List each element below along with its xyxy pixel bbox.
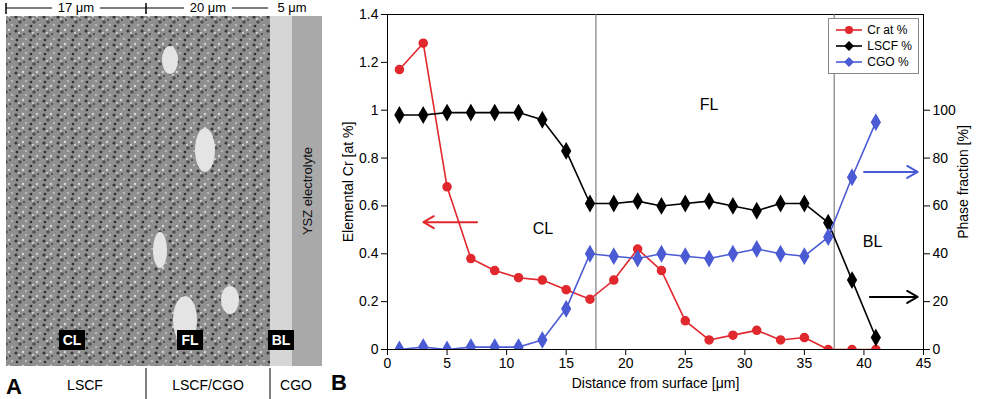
svg-text:FL: FL xyxy=(700,96,719,113)
svg-text:1.2: 1.2 xyxy=(359,54,379,70)
svg-text:80: 80 xyxy=(933,150,949,166)
svg-text:45: 45 xyxy=(916,355,932,371)
svg-text:0.8: 0.8 xyxy=(359,150,379,166)
html-text:CGO %: CGO % xyxy=(867,55,909,69)
svg-text:20: 20 xyxy=(933,293,949,309)
svg-text:0.6: 0.6 xyxy=(359,197,379,213)
svg-text:BL: BL xyxy=(863,233,883,250)
svg-text:LSCF: LSCF xyxy=(67,377,103,393)
svg-text:40: 40 xyxy=(933,245,949,261)
svg-text:10: 10 xyxy=(499,355,515,371)
svg-text:A: A xyxy=(6,374,22,399)
svg-text:15: 15 xyxy=(558,355,574,371)
svg-text:CL: CL xyxy=(533,220,554,237)
svg-text:FL: FL xyxy=(181,332,199,348)
svg-text:17 μm: 17 μm xyxy=(58,0,94,15)
html-text:LSCF %: LSCF % xyxy=(867,39,912,53)
svg-text:CL: CL xyxy=(63,332,82,348)
svg-text:60: 60 xyxy=(933,197,949,213)
svg-text:Elemental Cr [at %]: Elemental Cr [at %] xyxy=(340,122,356,243)
svg-text:BL: BL xyxy=(272,332,291,348)
svg-text:0: 0 xyxy=(933,341,941,357)
svg-text:0: 0 xyxy=(371,341,379,357)
svg-text:Phase fraction [%]: Phase fraction [%] xyxy=(955,125,971,239)
svg-text:25: 25 xyxy=(677,355,693,371)
svg-text:5 μm: 5 μm xyxy=(277,0,306,15)
html-text:B: B xyxy=(331,370,347,395)
html-text:Cr at %: Cr at % xyxy=(867,23,908,37)
svg-text:1: 1 xyxy=(371,102,379,118)
svg-text:Distance from surface [μm]: Distance from surface [μm] xyxy=(572,375,740,391)
svg-text:20 μm: 20 μm xyxy=(190,0,226,15)
svg-text:0: 0 xyxy=(384,355,392,371)
svg-text:LSCF/CGO: LSCF/CGO xyxy=(172,377,244,393)
svg-text:0.2: 0.2 xyxy=(359,293,379,309)
svg-text:20: 20 xyxy=(618,355,634,371)
svg-text:CGO: CGO xyxy=(280,377,312,393)
svg-text:40: 40 xyxy=(856,355,872,371)
svg-text:YSZ electrolyte: YSZ electrolyte xyxy=(300,147,315,235)
svg-text:35: 35 xyxy=(797,355,813,371)
svg-text:30: 30 xyxy=(737,355,753,371)
svg-text:1.4: 1.4 xyxy=(359,6,379,22)
svg-text:100: 100 xyxy=(933,102,957,118)
svg-text:0.4: 0.4 xyxy=(359,245,379,261)
svg-text:5: 5 xyxy=(443,355,451,371)
